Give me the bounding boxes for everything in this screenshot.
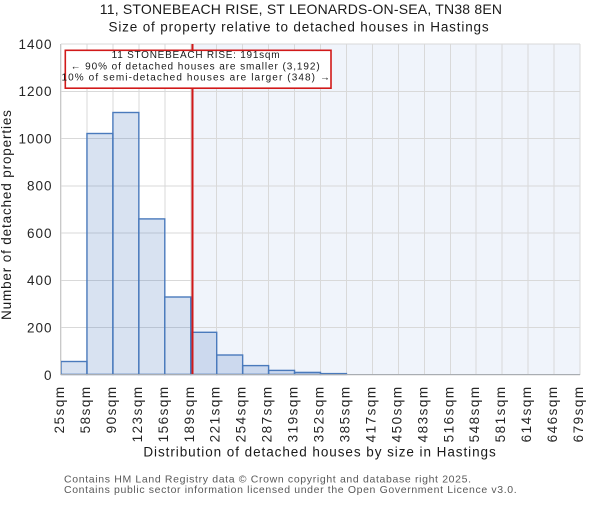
svg-text:58sqm: 58sqm (78, 385, 93, 433)
svg-text:679sqm: 679sqm (571, 385, 586, 442)
svg-text:10% of semi-detached houses ar: 10% of semi-detached houses are larger (… (61, 73, 331, 84)
svg-text:Size of property relative to d: Size of property relative to detached ho… (109, 20, 490, 35)
svg-text:581sqm: 581sqm (493, 385, 508, 442)
svg-text:319sqm: 319sqm (286, 385, 301, 442)
svg-text:450sqm: 450sqm (389, 385, 404, 442)
svg-text:156sqm: 156sqm (156, 385, 171, 442)
svg-text:385sqm: 385sqm (337, 385, 352, 442)
svg-text:Contains HM Land Registry data: Contains HM Land Registry data © Crown c… (64, 474, 472, 486)
svg-text:Number of detached properties: Number of detached properties (0, 109, 14, 320)
svg-text:11, STONEBEACH RISE, ST LEONAR: 11, STONEBEACH RISE, ST LEONARDS-ON-SEA,… (100, 1, 502, 17)
svg-text:483sqm: 483sqm (415, 385, 430, 442)
svg-text:400: 400 (27, 273, 53, 288)
svg-text:25sqm: 25sqm (52, 385, 67, 433)
svg-text:← 90% of detached houses are s: ← 90% of detached houses are smaller (3,… (71, 62, 321, 73)
svg-text:189sqm: 189sqm (182, 385, 197, 442)
svg-text:200: 200 (27, 321, 53, 336)
svg-text:352sqm: 352sqm (312, 385, 327, 442)
svg-text:614sqm: 614sqm (519, 385, 534, 442)
svg-text:600: 600 (27, 226, 53, 241)
svg-text:11 STONEBEACH RISE: 191sqm: 11 STONEBEACH RISE: 191sqm (112, 50, 281, 61)
svg-text:123sqm: 123sqm (130, 385, 145, 442)
svg-text:90sqm: 90sqm (104, 385, 119, 433)
svg-text:1000: 1000 (18, 131, 52, 146)
svg-text:Contains public sector informa: Contains public sector information licen… (64, 484, 517, 496)
svg-text:221sqm: 221sqm (208, 385, 223, 442)
svg-text:0: 0 (44, 368, 53, 383)
svg-text:548sqm: 548sqm (467, 385, 482, 442)
svg-text:417sqm: 417sqm (363, 385, 378, 442)
svg-text:1400: 1400 (18, 37, 52, 52)
svg-text:287sqm: 287sqm (260, 385, 275, 442)
svg-text:646sqm: 646sqm (545, 385, 560, 442)
svg-text:1200: 1200 (18, 84, 52, 99)
svg-text:Distribution of detached house: Distribution of detached houses by size … (143, 444, 496, 459)
svg-text:800: 800 (27, 179, 53, 194)
svg-text:254sqm: 254sqm (234, 385, 249, 442)
svg-text:516sqm: 516sqm (441, 385, 456, 442)
